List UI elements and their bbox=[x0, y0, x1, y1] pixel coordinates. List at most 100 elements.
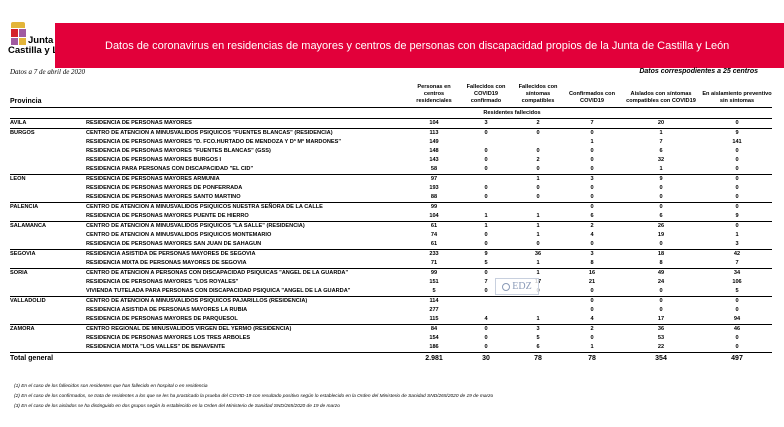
centre-name: RESIDENCIA DE PERSONAS MAYORES LOS TRES … bbox=[86, 335, 251, 341]
value-cell: 0 bbox=[735, 335, 739, 341]
table-row: RESIDENCIA DE PERSONAS MAYORES BURGOS I 1… bbox=[10, 156, 772, 165]
value-cell: 0 bbox=[590, 166, 594, 172]
value-cell: 61 bbox=[430, 241, 438, 247]
value-cell: 0 bbox=[484, 335, 488, 341]
value-cell: 1 bbox=[659, 166, 663, 172]
value-cell: 0 bbox=[702, 221, 772, 231]
centre-name: RESIDENCIA ASISTIDA DE PERSONAS MAYORES … bbox=[86, 249, 408, 259]
value-cell: 1 bbox=[484, 213, 488, 219]
value-cell bbox=[512, 202, 564, 212]
value-cell: 0 bbox=[659, 307, 663, 313]
province-cell bbox=[10, 259, 86, 269]
value-cell: 6 bbox=[659, 148, 663, 154]
centre-name: RESIDENCIA DE PERSONAS MAYORES DE PONFER… bbox=[86, 185, 243, 191]
province-cell bbox=[10, 334, 86, 343]
value-cell: 49 bbox=[620, 268, 702, 278]
value-cell: 1 bbox=[590, 344, 594, 350]
table-row: ZAMORA CENTRO REGIONAL DE MINUSVALIDOS VI… bbox=[10, 324, 772, 334]
value-cell: 0 bbox=[564, 296, 620, 306]
value-cell: 8 bbox=[659, 260, 663, 266]
value-cell: 0 bbox=[484, 166, 488, 172]
value-cell: 0 bbox=[536, 241, 540, 247]
value-cell: 9 bbox=[702, 128, 772, 138]
residences-table: Provincia Personas en centros residencia… bbox=[10, 84, 772, 365]
value-cell: 3 bbox=[512, 324, 564, 334]
value-cell: 1 bbox=[460, 221, 512, 231]
centre-name: CENTRO DE ATENCION A MINUSVALIDOS PSIQUI… bbox=[86, 232, 272, 238]
value-cell: 2 bbox=[564, 221, 620, 231]
value-cell bbox=[460, 138, 512, 147]
watermark-text: EDZ bbox=[512, 281, 532, 292]
centre-name: RESIDENCIA DE PERSONAS MAYORES DE PARQUE… bbox=[86, 316, 238, 322]
value-cell: 1 bbox=[536, 213, 540, 219]
value-cell: 0 bbox=[590, 307, 594, 313]
value-cell: 4 bbox=[590, 232, 594, 238]
header-fallecidos-confirmado: Fallecidos con COVID19 confirmado bbox=[460, 84, 512, 108]
value-cell: 0 bbox=[536, 166, 540, 172]
total-label: Total general bbox=[10, 352, 408, 365]
value-cell: 277 bbox=[429, 307, 439, 313]
value-cell: 151 bbox=[429, 279, 439, 285]
province-cell bbox=[10, 287, 86, 297]
value-cell: 0 bbox=[536, 148, 540, 154]
value-cell: 0 bbox=[735, 307, 739, 313]
value-cell: 17 bbox=[657, 316, 665, 322]
total-row: Total general 2.981 30 78 78 354 497 bbox=[10, 352, 772, 365]
value-cell: 5 bbox=[536, 335, 540, 341]
value-cell: 104 bbox=[429, 213, 439, 219]
value-cell: 1 bbox=[512, 268, 564, 278]
value-cell: 0 bbox=[702, 118, 772, 129]
table-row: SEGOVIA RESIDENCIA ASISTIDA DE PERSONAS M… bbox=[10, 249, 772, 259]
value-cell: 99 bbox=[408, 202, 460, 212]
logo-line1: Junta de bbox=[28, 35, 68, 46]
value-cell: 3 bbox=[735, 241, 739, 247]
value-cell: 0 bbox=[484, 344, 488, 350]
province-cell bbox=[10, 278, 86, 287]
header-preventivo: En aislamiento preventivo sin síntomas bbox=[702, 84, 772, 108]
value-cell: 0 bbox=[484, 157, 488, 163]
value-cell: 193 bbox=[429, 185, 439, 191]
value-cell: 1 bbox=[512, 174, 564, 184]
watermark: EDZ bbox=[495, 278, 539, 295]
centre-name: CENTRO DE ATENCION A MINUSVALIDOS PSIQUI… bbox=[86, 128, 408, 138]
table-row: AVILA RESIDENCIA DE PERSONAS MAYORES 104 3 2… bbox=[10, 118, 772, 129]
value-cell: 0 bbox=[484, 241, 488, 247]
value-cell: 0 bbox=[590, 335, 594, 341]
value-cell: 143 bbox=[429, 157, 439, 163]
centre-name: CENTRO DE ATENCION A MINUSVALIDOS PSIQUI… bbox=[86, 202, 408, 212]
value-cell: 7 bbox=[735, 260, 739, 266]
value-cell bbox=[460, 306, 512, 315]
centre-name: RESIDENCIA DE PERSONAS MAYORES SANTO MAR… bbox=[86, 194, 241, 200]
table-row: RESIDENCIA DE PERSONAS MAYORES DE PARQUE… bbox=[10, 315, 772, 325]
province-cell bbox=[10, 184, 86, 193]
table-row: SORIA CENTRO DE ATENCION A PERSONAS CON D… bbox=[10, 268, 772, 278]
province-cell: SEGOVIA bbox=[10, 249, 86, 259]
value-cell: 1 bbox=[620, 128, 702, 138]
value-cell: 71 bbox=[430, 260, 438, 266]
table-row: RESIDENCIA MIXTA "LOS VALLES" DE BENAVEN… bbox=[10, 343, 772, 353]
value-cell: 94 bbox=[733, 316, 741, 322]
data-date: Datos a 7 de abril de 2020 bbox=[10, 68, 86, 76]
value-cell: 0 bbox=[735, 148, 739, 154]
value-cell: 149 bbox=[429, 139, 439, 145]
value-cell: 0 bbox=[735, 185, 739, 191]
province-cell bbox=[10, 193, 86, 203]
value-cell: 0 bbox=[702, 174, 772, 184]
value-cell: 0 bbox=[659, 185, 663, 191]
value-cell: 88 bbox=[430, 194, 438, 200]
total-value: 497 bbox=[702, 352, 772, 365]
table-row: RESIDENCIA DE PERSONAS MAYORES "FUENTES … bbox=[10, 147, 772, 156]
centre-name: RESIDENCIA DE PERSONAS MAYORES SAN JUAN … bbox=[86, 241, 262, 247]
table-row: BURGOS CENTRO DE ATENCION A MINUSVALIDOS … bbox=[10, 128, 772, 138]
table-row: RESIDENCIA DE PERSONAS MAYORES PUENTE DE… bbox=[10, 212, 772, 222]
value-cell: 0 bbox=[460, 128, 512, 138]
value-cell: 9 bbox=[620, 174, 702, 184]
table-row: CENTRO DE ATENCION A MINUSVALIDOS PSIQUI… bbox=[10, 231, 772, 240]
value-cell: 36 bbox=[512, 249, 564, 259]
crown-icon bbox=[11, 22, 25, 28]
header-confirmados: Confirmados con COVID19 bbox=[564, 84, 620, 108]
value-cell: 0 bbox=[564, 202, 620, 212]
value-cell: 8 bbox=[590, 260, 594, 266]
value-cell: 0 bbox=[620, 296, 702, 306]
value-cell: 115 bbox=[429, 316, 439, 322]
